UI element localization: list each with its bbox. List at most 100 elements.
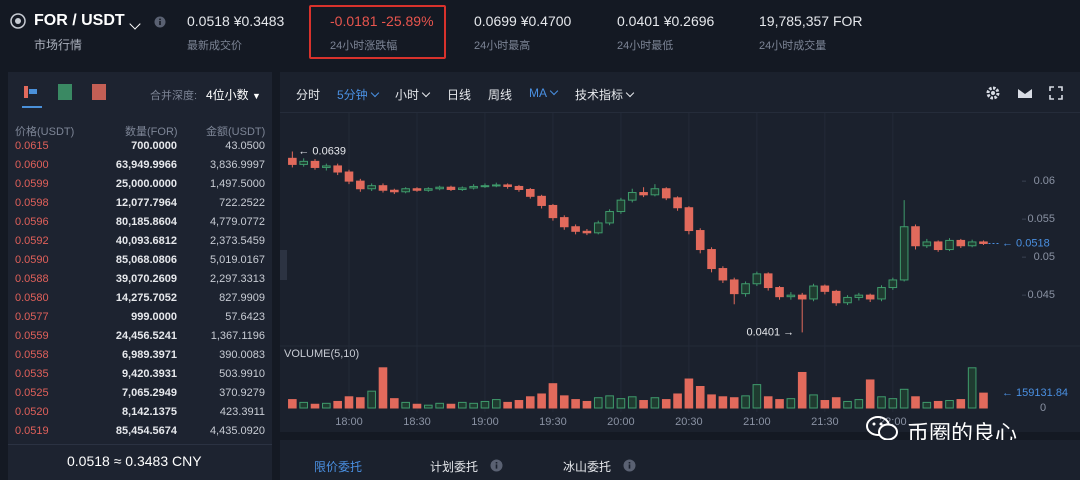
chart-style-icon[interactable]: [1017, 87, 1033, 99]
order-row[interactable]: 0.0592 40,093.6812 2,373.5459: [8, 233, 272, 252]
candle-body: [967, 241, 977, 247]
order-row[interactable]: 0.0615 700.0000 43.0500: [8, 138, 272, 157]
candle-body: [288, 157, 297, 165]
collapse-handle[interactable]: [280, 250, 287, 280]
candle-body: [933, 241, 943, 251]
column-header: 金额(USDT): [206, 126, 266, 138]
tab[interactable]: 冰山委托: [563, 460, 612, 474]
candle-body: [820, 285, 830, 292]
candle-body: [877, 287, 886, 300]
depth-value: 4位小数: [206, 88, 249, 102]
subtitle: 市场行情: [34, 38, 83, 52]
volume-bar: [741, 395, 750, 409]
amount: 63,949.9966: [115, 159, 177, 171]
candle-body: [775, 287, 784, 298]
pair[interactable]: FOR / USDT: [34, 12, 125, 29]
price: 0.0525: [15, 387, 49, 399]
candle-body: [435, 186, 444, 190]
candle-body: [390, 189, 399, 193]
tab[interactable]: 计划委托: [430, 460, 479, 474]
order-row[interactable]: 0.0588 39,070.2609 2,297.3313: [8, 271, 272, 290]
candle-body: [491, 184, 501, 187]
candle-body: [458, 187, 467, 190]
stat-value: -0.0181 -25.89%: [330, 13, 434, 29]
order-row[interactable]: 0.0577 999.0000 57.6423: [8, 309, 272, 328]
tab[interactable]: 限价委托: [314, 460, 363, 474]
order-row[interactable]: 0.0558 6,989.3971 390.0083: [8, 347, 272, 366]
volume-title: VOLUME(5,10): [284, 348, 359, 360]
order-row[interactable]: 0.0520 8,142.1375 423.3911: [8, 404, 272, 423]
price: 0.0580: [15, 292, 49, 304]
info-icon[interactable]: [623, 459, 636, 472]
price: 0.0600: [15, 159, 49, 171]
candle-body: [673, 197, 682, 209]
volume-bar: [458, 401, 467, 409]
order-row[interactable]: 0.0525 7,065.2949 370.9279: [8, 385, 272, 404]
candle-body: [344, 171, 354, 182]
x-tick-label: 20:30: [675, 416, 703, 428]
volume-bar: [480, 400, 490, 409]
order-row[interactable]: 0.0599 25,000.0000 1,497.5000: [8, 176, 272, 195]
toolbar-item[interactable]: 技术指标: [575, 86, 635, 103]
toolbar-item[interactable]: 分时: [296, 88, 321, 102]
info-icon[interactable]: [154, 16, 166, 28]
price: 0.0577: [15, 311, 49, 323]
candle-body: [979, 241, 988, 244]
view-both[interactable]: [22, 84, 42, 108]
order-row[interactable]: 0.0598 12,077.7964 722.2522: [8, 195, 272, 214]
chart-panel: 分时 5分钟 小时 日线 周线 MA 技术指标 18:00 18:30 19:00 1…: [280, 72, 1080, 446]
candle-body: [831, 290, 841, 304]
toolbar-item[interactable]: 日线: [447, 88, 472, 102]
volume-bar: [491, 399, 501, 409]
order-row[interactable]: 0.0596 80,185.8604 4,779.0772: [8, 214, 272, 233]
total: 827.9909: [219, 292, 265, 304]
amount: 25,000.0000: [115, 178, 177, 190]
toolbar-item[interactable]: 5分钟: [337, 86, 379, 103]
total: 503.9910: [219, 368, 265, 380]
order-row[interactable]: 0.0535 9,420.3931 503.9910: [8, 366, 272, 385]
order-row[interactable]: 0.0519 85,454.5674 4,435.0920: [8, 423, 272, 442]
candle-body: [627, 192, 637, 201]
view-buy[interactable]: [58, 84, 72, 100]
volume-bar: [333, 400, 342, 409]
volume-bar: [548, 383, 558, 409]
stat-label: 24小时最低: [617, 40, 674, 52]
depth-select[interactable]: 4位小数 ▼: [206, 88, 261, 102]
price-annotation: 0.0401 →: [746, 326, 794, 338]
order-row[interactable]: 0.0590 85,068.0806 5,019.0167: [8, 252, 272, 271]
total: 43.0500: [225, 140, 265, 152]
stat-value: 19,785,357 FOR: [759, 13, 863, 29]
settings-icon[interactable]: [986, 86, 1000, 100]
total: 1,367.1196: [210, 330, 265, 342]
toolbar-item[interactable]: 小时: [395, 86, 431, 103]
toolbar-item[interactable]: 周线: [488, 88, 513, 102]
candle-body: [639, 192, 648, 196]
total: 57.6423: [225, 311, 265, 323]
price-annotation: ← 0.0639: [298, 145, 346, 157]
fullscreen-icon[interactable]: [1049, 86, 1063, 100]
price: 0.0590: [15, 254, 49, 266]
volume-bar: [843, 400, 852, 409]
order-row[interactable]: 0.0559 24,456.5241 1,367.1196: [8, 328, 272, 347]
order-row[interactable]: 0.0600 63,949.9966 3,836.9997: [8, 157, 272, 176]
volume-tick-label: 0: [1040, 402, 1046, 414]
total: 1,497.5000: [209, 178, 265, 190]
divider: [8, 444, 272, 445]
pair-dropdown[interactable]: [129, 18, 141, 30]
candle-body: [797, 294, 807, 300]
volume-bar: [752, 384, 762, 409]
divider: [280, 112, 1080, 113]
volume-bar: [435, 402, 444, 409]
volume-bar: [571, 399, 580, 409]
volume-bar: [367, 390, 376, 409]
toolbar-item[interactable]: MA: [529, 86, 559, 100]
toolbar-label: 技术指标: [575, 88, 624, 102]
volume-bar: [899, 388, 909, 409]
order-row[interactable]: 0.0580 14,275.7052 827.9909: [8, 290, 272, 309]
total: 722.2522: [219, 197, 265, 209]
view-sell[interactable]: [92, 84, 106, 100]
info-icon[interactable]: [490, 459, 503, 472]
volume-bar: [956, 399, 966, 409]
candle-body: [695, 230, 705, 251]
price: 0.0559: [15, 330, 49, 342]
